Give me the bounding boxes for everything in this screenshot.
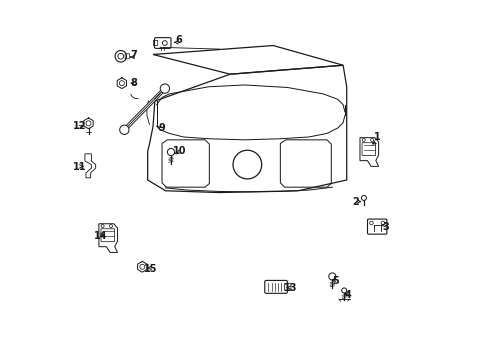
Circle shape bbox=[120, 125, 129, 134]
Text: 5: 5 bbox=[332, 276, 339, 286]
Text: 3: 3 bbox=[382, 222, 389, 231]
Text: 12: 12 bbox=[73, 121, 86, 131]
Text: 1: 1 bbox=[373, 132, 380, 142]
Text: 7: 7 bbox=[130, 50, 137, 60]
Circle shape bbox=[160, 84, 169, 93]
Text: 14: 14 bbox=[93, 231, 107, 240]
Text: 4: 4 bbox=[345, 291, 351, 301]
Text: 10: 10 bbox=[172, 146, 185, 156]
Text: 13: 13 bbox=[284, 283, 297, 293]
Text: 2: 2 bbox=[351, 197, 358, 207]
Text: 9: 9 bbox=[158, 123, 165, 133]
Text: 8: 8 bbox=[130, 78, 137, 88]
Text: 15: 15 bbox=[143, 264, 157, 274]
Text: 6: 6 bbox=[176, 35, 182, 45]
Text: 11: 11 bbox=[73, 162, 86, 172]
